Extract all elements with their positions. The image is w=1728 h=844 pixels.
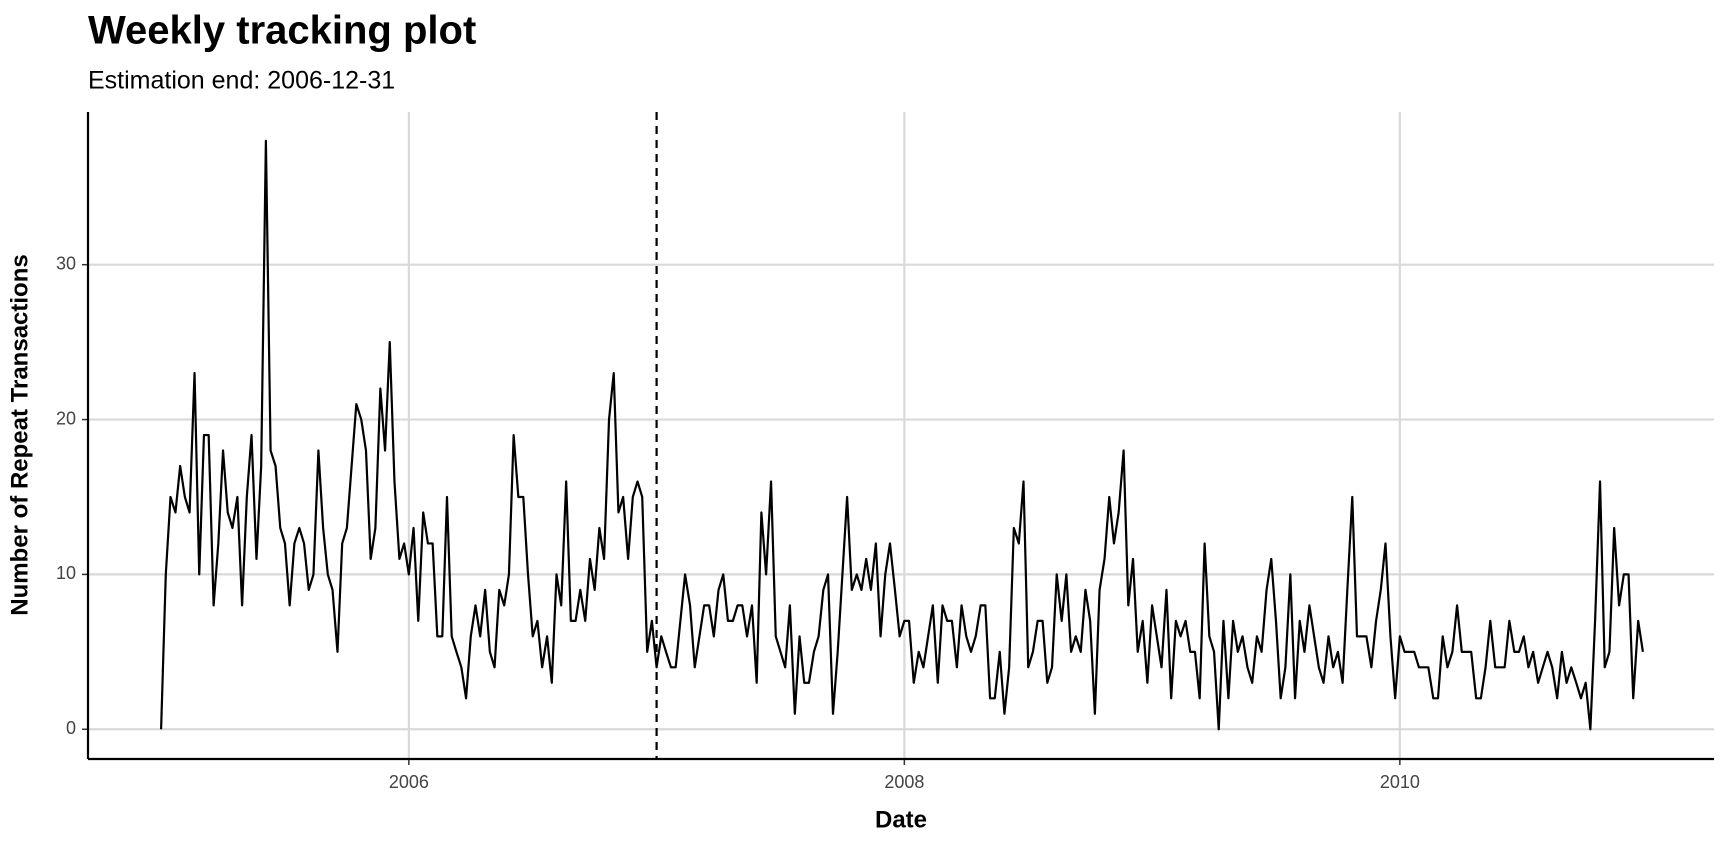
- x-tick-label: 2010: [1380, 772, 1420, 792]
- chart-subtitle: Estimation end: 2006-12-31: [88, 67, 395, 95]
- x-axis-label: Date: [875, 806, 927, 833]
- y-axis-label: Number of Repeat Transactions: [6, 254, 33, 615]
- x-tick-label: 2008: [884, 772, 924, 792]
- y-tick-label: 30: [56, 253, 76, 273]
- y-tick-label: 0: [66, 718, 76, 738]
- x-tick-label: 2006: [389, 772, 429, 792]
- data-line: [159, 139, 1644, 731]
- y-tick-label: 10: [56, 563, 76, 583]
- chart-title: Weekly tracking plot: [88, 9, 476, 53]
- y-tick-label: 20: [56, 408, 76, 428]
